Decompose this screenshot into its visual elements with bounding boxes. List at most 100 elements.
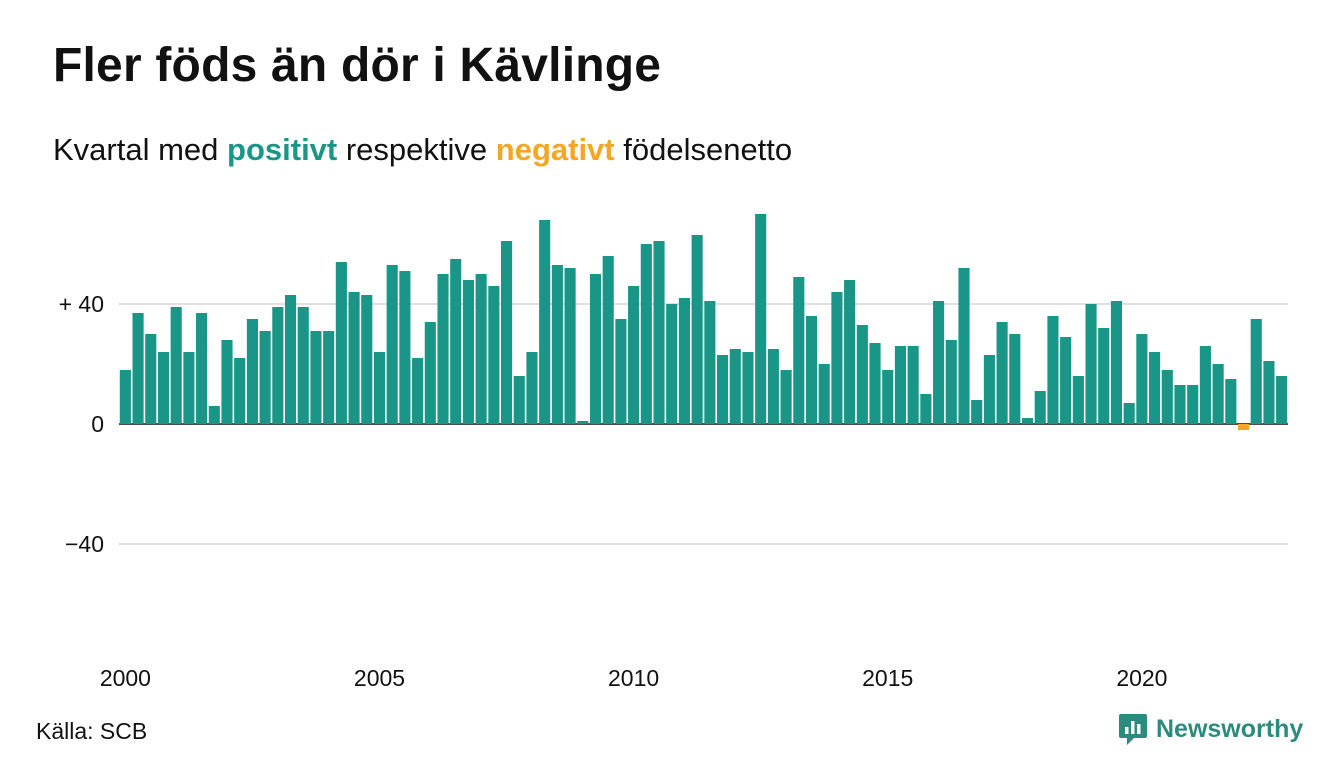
bar-positive	[844, 280, 856, 424]
bar-positive	[539, 220, 551, 424]
y-tick-label: −40	[65, 531, 104, 557]
bar-positive	[1149, 352, 1161, 424]
bar-positive	[1047, 316, 1059, 424]
bar-positive	[1009, 334, 1021, 424]
bar-positive	[1250, 319, 1262, 424]
bar-positive	[551, 265, 563, 424]
bar-positive	[856, 325, 868, 424]
bar-positive	[1174, 385, 1186, 424]
bar-positive	[742, 352, 754, 424]
subtitle-negative-label: negativt	[495, 132, 615, 167]
bar-positive	[1276, 376, 1288, 424]
bar-positive	[488, 286, 500, 424]
bar-positive	[920, 394, 932, 424]
bar-positive	[805, 316, 818, 424]
bar-positive	[1136, 334, 1148, 424]
bar-positive	[386, 265, 398, 424]
bar-positive	[157, 352, 170, 424]
bar-positive	[691, 235, 703, 424]
x-tick-label: 2000	[100, 665, 151, 691]
bars	[119, 214, 1288, 430]
bar-positive	[780, 370, 792, 424]
brand-name: Newsworthy	[1156, 714, 1304, 743]
bar-positive	[907, 346, 919, 424]
bar-positive	[132, 313, 144, 424]
bar-positive	[589, 274, 602, 424]
x-tick-label: 2010	[608, 665, 659, 691]
bar-positive	[958, 268, 970, 424]
bar-positive	[971, 400, 983, 424]
bar-positive	[831, 292, 843, 424]
bar-positive	[1161, 370, 1173, 424]
bar-positive	[183, 352, 195, 424]
chart-title: Fler föds än dör i Kävlinge	[53, 39, 662, 92]
bar-positive	[1060, 337, 1072, 424]
subtitle-prefix: Kvartal med	[53, 132, 228, 167]
bar-positive	[729, 349, 741, 424]
bar-positive	[208, 406, 220, 424]
bar-positive	[894, 346, 907, 424]
axis-labels: + 40 0 −40 2000 2005 2010 2015 2020	[59, 291, 1168, 691]
newsworthy-logo-icon	[1119, 714, 1147, 745]
bar-positive	[119, 370, 131, 424]
subtitle-middle: respektive	[337, 132, 496, 167]
bar-positive	[526, 352, 538, 424]
bar-positive	[450, 259, 462, 424]
bar-positive	[933, 301, 945, 424]
bar-chart: + 40 0 −40 2000 2005 2010 2015 2020	[59, 214, 1288, 691]
bar-positive	[259, 331, 271, 424]
bar-positive	[1098, 328, 1110, 424]
bar-positive	[196, 313, 208, 424]
bar-positive	[323, 331, 335, 424]
bar-positive	[399, 271, 411, 424]
bar-positive	[1212, 364, 1224, 424]
bar-positive	[1263, 361, 1275, 424]
bar-positive	[170, 307, 182, 424]
x-tick-label: 2015	[862, 665, 913, 691]
bar-positive	[983, 355, 995, 424]
bar-positive	[869, 343, 881, 424]
bar-positive	[793, 277, 805, 424]
bar-positive	[564, 268, 576, 424]
bar-positive	[1123, 403, 1135, 424]
newsworthy-logo: Newsworthy	[1118, 712, 1303, 746]
bar-positive	[945, 340, 957, 424]
bar-positive	[717, 355, 729, 424]
bar-positive	[145, 334, 157, 424]
bar-positive	[437, 274, 449, 424]
bar-positive	[1072, 376, 1084, 424]
bar-positive	[335, 262, 347, 424]
bar-positive	[348, 292, 360, 424]
bar-negative	[1237, 424, 1250, 430]
bar-positive	[234, 358, 246, 424]
x-tick-label: 2005	[354, 665, 405, 691]
subtitle-positive-label: positivt	[227, 132, 338, 167]
bar-positive	[615, 319, 627, 424]
bar-positive	[577, 421, 589, 424]
bar-positive	[373, 352, 386, 424]
bar-positive	[628, 286, 640, 424]
bar-positive	[513, 376, 525, 424]
bar-positive	[361, 295, 373, 424]
bar-positive	[1187, 385, 1199, 424]
bar-positive	[501, 241, 513, 424]
bar-positive	[272, 307, 284, 424]
bar-positive	[767, 349, 779, 424]
bar-positive	[424, 322, 436, 424]
subtitle-suffix: födelsenetto	[614, 132, 793, 167]
bar-positive	[284, 295, 297, 424]
bar-positive	[1085, 304, 1097, 424]
bar-positive	[602, 256, 614, 424]
bar-positive	[1021, 418, 1034, 424]
bar-positive	[882, 370, 894, 424]
bar-positive	[1225, 379, 1237, 424]
x-tick-label: 2020	[1116, 665, 1167, 691]
bar-positive	[653, 241, 665, 424]
bar-positive	[678, 298, 690, 424]
y-tick-label: 0	[91, 411, 104, 437]
bar-positive	[996, 322, 1008, 424]
bar-positive	[462, 280, 474, 424]
bar-positive	[475, 274, 487, 424]
bar-positive	[1034, 391, 1046, 424]
chart-subtitle: Kvartal med positivt respektive negativt…	[53, 132, 792, 168]
